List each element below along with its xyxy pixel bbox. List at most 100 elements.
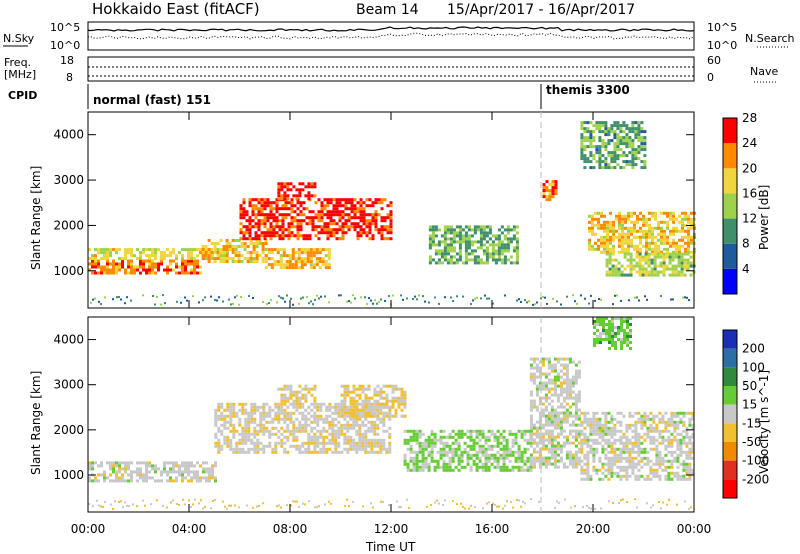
heatmap-cell (220, 447, 224, 451)
heatmap-cell (269, 201, 273, 205)
heatmap-cell (629, 332, 632, 335)
heatmap-cell (235, 411, 239, 415)
heatmap-cell (98, 300, 100, 303)
heatmap-cell (604, 456, 608, 460)
heatmap-cell (449, 240, 453, 244)
heatmap-cell (683, 252, 687, 256)
heatmap-cell (187, 248, 190, 252)
heatmap-cell (619, 477, 623, 481)
heatmap-cell (431, 243, 435, 247)
heatmap-cell (449, 261, 453, 265)
heatmap-cell (438, 302, 440, 305)
heatmap-cell (506, 240, 510, 244)
heatmap-cell (100, 248, 103, 252)
heatmap-cell (286, 185, 290, 189)
heatmap-cell (331, 426, 335, 430)
heatmap-cell (638, 299, 640, 302)
heatmap-cell (322, 438, 326, 442)
heatmap-cell (643, 142, 647, 146)
heatmap-cell (100, 464, 103, 468)
heatmap-cell (301, 402, 305, 406)
heatmap-cell (214, 248, 217, 252)
heatmap-cell (595, 438, 599, 442)
heatmap-cell (242, 234, 246, 238)
heatmap-cell (368, 204, 372, 208)
heatmap-cell (269, 228, 273, 232)
heatmap-cell (94, 259, 97, 263)
heatmap-cell (639, 229, 642, 233)
heatmap-cell (377, 198, 381, 202)
heatmap-cell (334, 435, 338, 439)
heatmap-cell (624, 241, 627, 245)
heatmap-cell (472, 459, 476, 463)
heatmap-cell (668, 252, 672, 256)
heatmap-cell (234, 251, 238, 254)
heatmap-cell (262, 405, 266, 409)
heatmap-cell (382, 420, 386, 424)
heatmap-cell (643, 447, 647, 451)
heatmap-cell (676, 471, 680, 475)
heatmap-cell (175, 476, 178, 480)
heatmap-cell (344, 204, 348, 208)
heatmap-cell (545, 186, 549, 190)
heatmap-cell (253, 447, 257, 451)
heatmap-cell (313, 441, 317, 445)
heatmap-cell (347, 216, 351, 220)
heatmap-cell (100, 303, 102, 305)
heatmap-cell (388, 441, 392, 445)
heatmap-cell (112, 268, 115, 272)
heatmap-cell (452, 500, 454, 503)
heatmap-cell (290, 210, 294, 214)
heatmap-cell (106, 271, 109, 275)
heatmap-cell (388, 414, 392, 418)
heatmap-cell (449, 246, 453, 250)
heatmap-cell (364, 435, 368, 439)
heatmap-cell (598, 477, 602, 481)
heatmap-cell (112, 248, 115, 252)
heatmap-cell (217, 444, 221, 448)
heatmap-cell (591, 244, 594, 248)
heatmap-cell (619, 456, 623, 460)
heatmap-cell (370, 299, 372, 302)
heatmap-cell (106, 268, 109, 272)
heatmap-cell (526, 301, 528, 304)
heatmap-cell (277, 182, 281, 186)
heatmap-cell (644, 270, 648, 274)
heatmap-cell (279, 263, 283, 267)
heatmap-cell (622, 468, 626, 472)
heatmap-cell (199, 271, 202, 275)
heatmap-cell (388, 295, 390, 298)
heatmap-cell (343, 414, 347, 418)
heatmap-cell (611, 252, 615, 256)
heatmap-cell (643, 456, 647, 460)
heatmap-cell (322, 450, 326, 454)
heatmap-cell (100, 268, 103, 272)
heatmap-cell (353, 225, 357, 229)
heatmap-cell (688, 411, 692, 415)
heatmap-cell (343, 423, 347, 427)
heatmap-cell (234, 239, 238, 242)
heatmap-cell (622, 166, 626, 170)
heatmap-cell (637, 468, 641, 472)
heatmap-cell (656, 273, 660, 277)
heatmap-cell (551, 192, 555, 196)
heatmap-cell (529, 399, 533, 403)
heatmap-cell (229, 414, 233, 418)
heatmap-cell (623, 320, 626, 323)
heatmap-cell (607, 154, 611, 158)
heatmap-cell (634, 157, 638, 161)
heatmap-cell (629, 261, 633, 265)
heatmap-cell (577, 390, 581, 394)
heatmap-cell (216, 242, 220, 245)
heatmap-cell (334, 444, 338, 448)
heatmap-cell (224, 505, 226, 508)
heatmap-cell (175, 257, 178, 261)
heatmap-cell (187, 271, 190, 275)
heatmap-cell (314, 213, 318, 217)
heatmap-cell (280, 296, 282, 299)
heatmap-cell (223, 441, 227, 445)
heatmap-cell (219, 239, 223, 242)
heatmap-cell (193, 268, 196, 272)
heatmap-cell (562, 363, 566, 367)
heatmap-cell (553, 414, 557, 418)
